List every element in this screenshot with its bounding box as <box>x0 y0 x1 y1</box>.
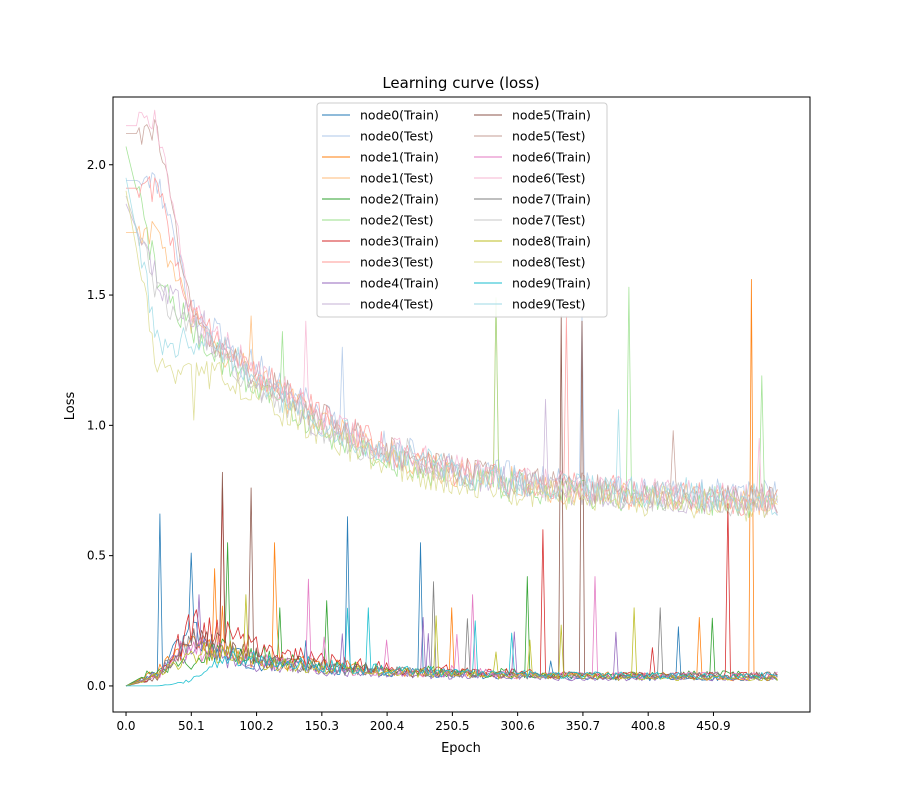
x-tick-label: 300.6 <box>500 719 534 733</box>
y-tick-label: 1.0 <box>87 418 106 432</box>
legend-label: node2(Test) <box>360 213 434 228</box>
legend-label: node0(Test) <box>360 129 434 144</box>
series-line-node9-test <box>125 177 778 516</box>
legend-label: node9(Test) <box>512 297 586 312</box>
y-tick-label: 2.0 <box>87 158 106 172</box>
legend-label: node7(Train) <box>512 192 591 207</box>
x-tick-label: 0.0 <box>116 719 135 733</box>
x-tick-label: 350.7 <box>566 719 600 733</box>
x-tick-label: 450.9 <box>696 719 730 733</box>
legend-label: node4(Train) <box>360 276 439 291</box>
y-axis-ticks: 0.0 0.5 1.0 1.5 2.0 <box>87 158 113 693</box>
legend-label: node6(Train) <box>512 150 591 165</box>
series-line-node9-train <box>126 607 778 687</box>
legend-label: node5(Test) <box>512 129 586 144</box>
legend-label: node9(Train) <box>512 276 591 291</box>
x-axis-ticks: 0.0 50.1 100.2 150.3 200.4 250.5 300.6 350.7 400… <box>116 712 731 733</box>
x-axis-label: Epoch <box>441 741 481 756</box>
chart-title: Learning curve (loss) <box>382 74 539 92</box>
legend-box <box>316 102 608 318</box>
x-tick-label: 250.5 <box>435 719 469 733</box>
y-tick-label: 1.5 <box>87 288 106 302</box>
x-tick-label: 150.3 <box>305 719 339 733</box>
legend-label: node1(Test) <box>360 171 434 186</box>
series-line-node6-test <box>126 109 778 514</box>
legend-label: node7(Test) <box>512 213 586 228</box>
y-tick-label: 0.0 <box>87 679 106 693</box>
legend-label: node4(Test) <box>360 297 434 312</box>
x-tick-label: 200.4 <box>370 719 404 733</box>
legend-label: node3(Train) <box>360 234 439 249</box>
legend-label: node2(Train) <box>360 192 439 207</box>
x-tick-label: 100.2 <box>239 719 273 733</box>
series-line-node5-test <box>126 119 778 513</box>
legend-label: node6(Test) <box>512 171 586 186</box>
legend-label: node1(Train) <box>360 150 439 165</box>
x-tick-label: 400.8 <box>631 719 665 733</box>
legend-label: node8(Train) <box>512 234 591 249</box>
x-tick-label: 50.1 <box>178 719 205 733</box>
legend-label: node5(Train) <box>512 108 591 123</box>
legend-label: node8(Test) <box>512 255 586 270</box>
legend-label: node0(Train) <box>360 108 439 123</box>
legend: node0(Train) node0(Test) node1(Train) node1… <box>316 102 608 318</box>
y-axis-label: Loss <box>63 392 78 421</box>
plot-area <box>125 109 778 687</box>
legend-label: node3(Test) <box>360 255 434 270</box>
y-tick-label: 0.5 <box>87 549 106 563</box>
axes-frame <box>112 96 811 713</box>
series-line-node8-test <box>125 190 778 522</box>
series-line-node7-test <box>125 195 778 519</box>
